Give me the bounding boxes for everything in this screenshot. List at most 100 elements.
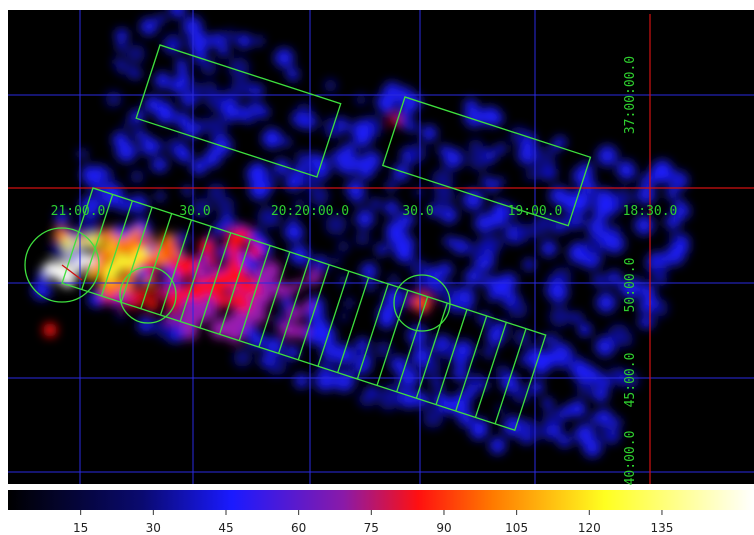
blob (399, 390, 418, 409)
blob (140, 18, 157, 35)
colorbar (8, 490, 754, 510)
blob (153, 157, 168, 172)
blob (379, 390, 399, 410)
blob (249, 179, 270, 200)
hot-spot (248, 244, 261, 257)
blob (549, 335, 559, 345)
blob (669, 233, 681, 245)
ra-label: 30.0 (179, 204, 210, 219)
dec-label: 45:00.0 (623, 353, 638, 408)
blob (169, 1, 186, 18)
blob (355, 94, 366, 105)
blob (130, 170, 144, 184)
blob (156, 192, 165, 201)
blob (282, 138, 291, 147)
blob (274, 48, 293, 67)
blob (650, 264, 667, 281)
blob (339, 312, 349, 322)
blob (117, 43, 126, 52)
blob (523, 259, 534, 270)
blob (198, 118, 213, 133)
blob (587, 217, 607, 237)
blob (464, 98, 478, 112)
blob (453, 367, 467, 381)
blob (241, 37, 251, 47)
blob (224, 30, 237, 43)
blob (487, 235, 504, 252)
blob (130, 68, 141, 79)
blob (129, 195, 147, 213)
blob (318, 326, 337, 345)
hot-spot (171, 247, 180, 256)
blob (414, 187, 424, 197)
colorbar-tick-label: 60 (291, 521, 306, 535)
blob (453, 238, 469, 254)
blob (490, 210, 508, 228)
ra-label: 18:30.0 (623, 204, 678, 219)
blob (470, 422, 488, 440)
blob (384, 200, 399, 215)
blob (116, 141, 137, 162)
blob (440, 283, 457, 300)
blob (508, 299, 527, 318)
blob (639, 317, 650, 328)
blob (341, 143, 356, 158)
blob (465, 384, 478, 397)
blob (548, 425, 561, 438)
blob (572, 313, 582, 323)
blob (345, 299, 353, 307)
blob (156, 14, 165, 23)
blob (610, 432, 618, 440)
blob (400, 119, 409, 128)
colorbar-tick-label: 120 (578, 521, 601, 535)
hot-spot (107, 242, 115, 250)
blob (399, 105, 414, 120)
blob (597, 145, 618, 166)
blob (496, 144, 506, 154)
hot-spot (207, 256, 217, 266)
hot-spot (285, 286, 295, 296)
hot-spot (293, 324, 307, 338)
hot-spot (247, 282, 260, 295)
blob (559, 406, 572, 419)
blob (255, 37, 264, 46)
blob (541, 240, 557, 256)
blob (440, 345, 454, 359)
blob (174, 115, 182, 123)
blob (596, 292, 616, 312)
blob (548, 274, 556, 282)
blob (414, 274, 433, 293)
colorbar-tick-label: 135 (651, 521, 674, 535)
blob (444, 236, 455, 247)
blob (650, 163, 671, 184)
blob (262, 128, 282, 148)
screenshot: 21:00.0 30.0 20:20:00.0 30.0 19:00.0 18:… (0, 0, 754, 535)
blob (378, 94, 397, 113)
blob (598, 275, 611, 288)
blob (558, 434, 571, 447)
blob (105, 91, 121, 107)
colorbar-tick-label: 75 (364, 521, 379, 535)
blob (503, 416, 524, 437)
hot-spot (180, 256, 196, 272)
hot-spot (152, 287, 162, 297)
blob (624, 167, 636, 179)
colorbar-tick-label: 105 (505, 521, 528, 535)
hot-spot (302, 301, 312, 311)
hot-spot (43, 323, 57, 337)
blob (470, 242, 488, 260)
blob (216, 197, 234, 215)
blob (360, 392, 375, 407)
colorbar-tick-label: 45 (218, 521, 233, 535)
hot-spot (147, 235, 156, 244)
colorbar-tick-label: 15 (73, 521, 88, 535)
colorbar-tick-label: 90 (436, 521, 451, 535)
blob (666, 189, 677, 200)
blob (440, 206, 457, 223)
blob (353, 129, 372, 148)
hot-spot (263, 292, 273, 302)
blob (524, 420, 533, 429)
blob (115, 29, 129, 43)
blob (596, 374, 606, 384)
blob (210, 33, 225, 48)
